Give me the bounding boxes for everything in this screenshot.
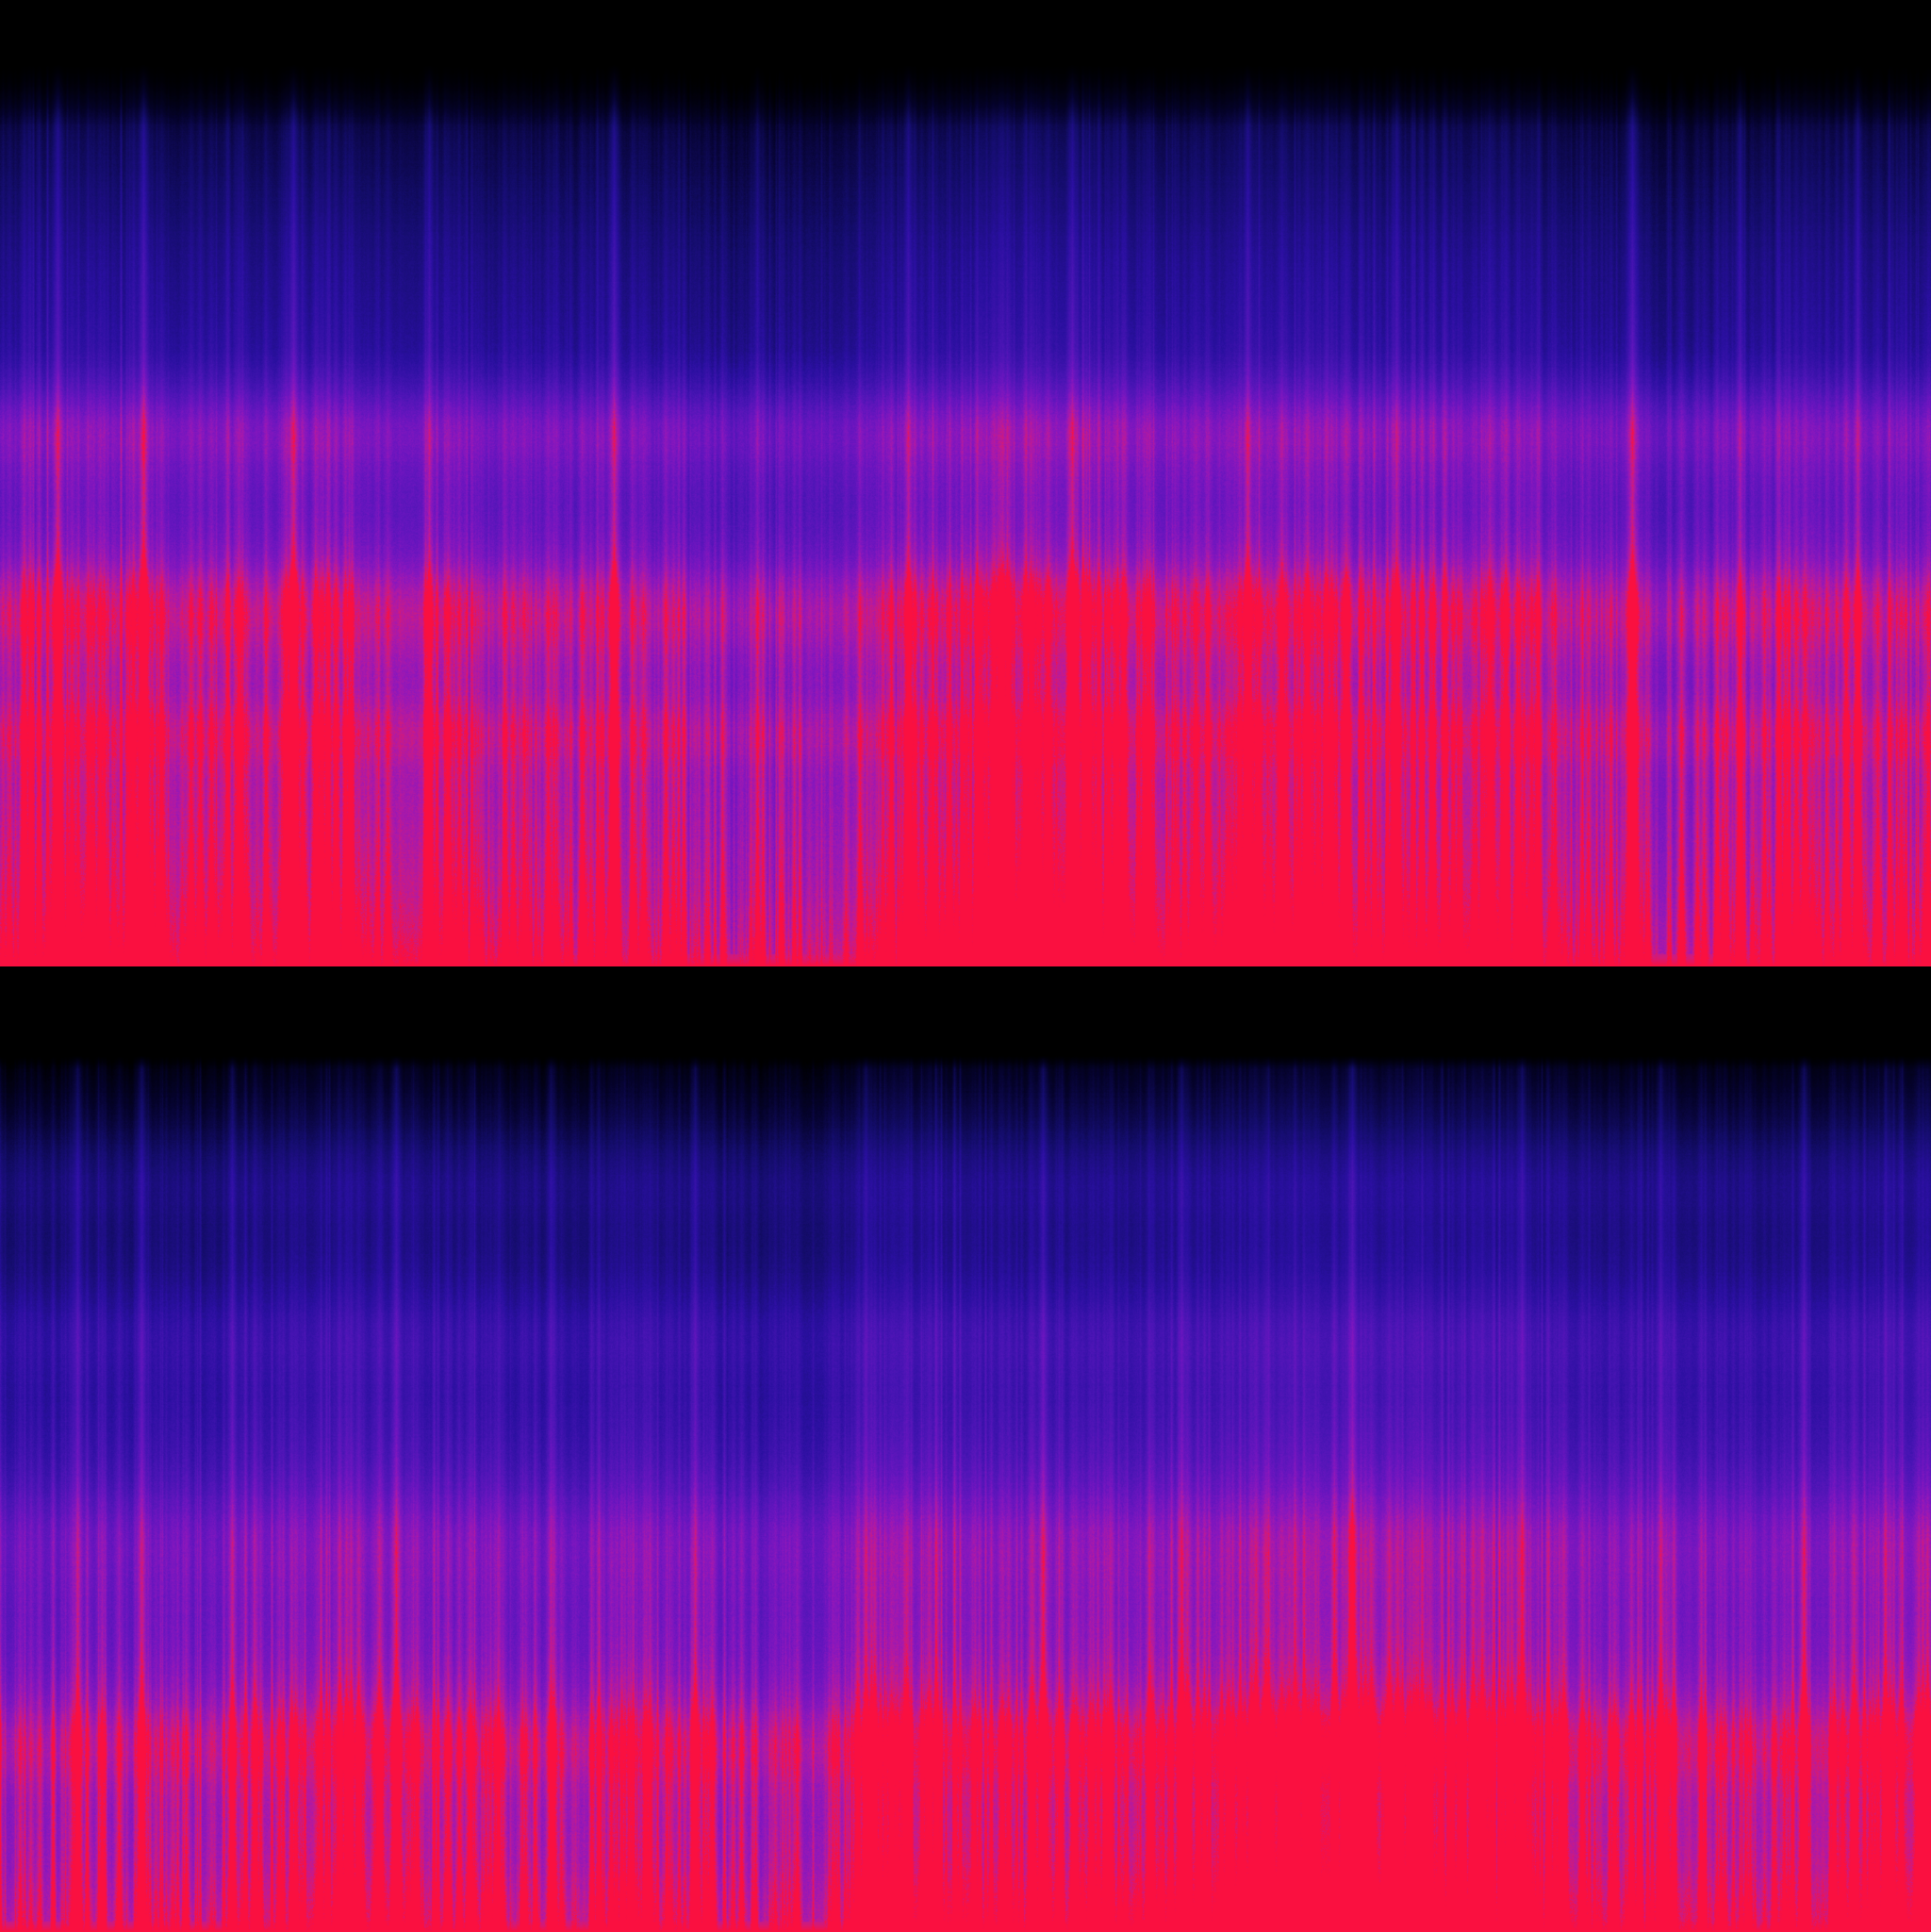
spectrogram-canvas-1	[0, 0, 1931, 966]
spectrogram-panel-2[interactable]	[0, 1042, 1931, 1932]
spectrogram-canvas-2	[0, 1042, 1931, 1932]
panel-separator-gap	[0, 966, 1931, 1042]
spectrogram-panel-1[interactable]	[0, 0, 1931, 966]
